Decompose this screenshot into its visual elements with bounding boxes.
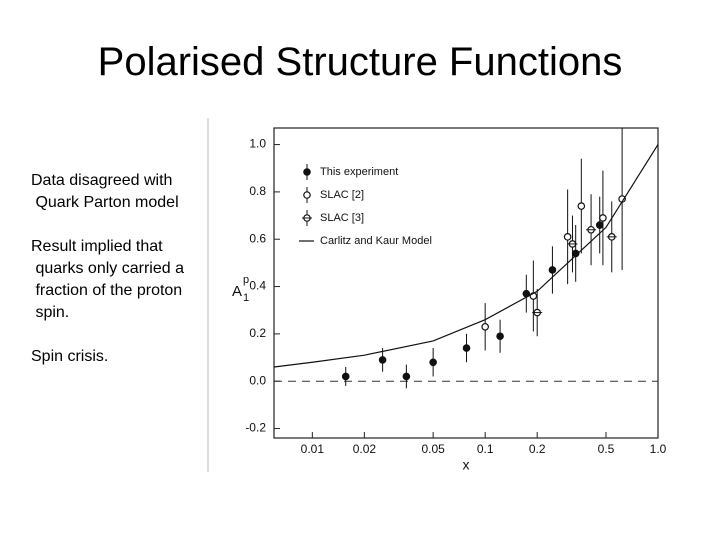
marker <box>496 332 504 341</box>
paragraph: Data disagreed with Quark Parton model <box>31 170 184 214</box>
legend-label: Carlitz and Kaur Model <box>320 235 432 247</box>
marker <box>378 356 387 364</box>
y-tick-label: 0.6 <box>249 231 266 245</box>
y-axis-label-sub: 1 <box>243 292 249 304</box>
text-line: fraction of the proton <box>31 282 183 299</box>
marker-part <box>548 266 557 274</box>
marker <box>548 266 557 274</box>
legend-label: SLAC [3] <box>320 212 364 224</box>
model-line <box>273 144 659 368</box>
marker-part <box>577 202 586 210</box>
paragraph: Result implied that quarks only carried … <box>31 236 184 324</box>
y-tick-label: 0.8 <box>249 184 266 198</box>
x-tick-label: 0.5 <box>598 442 615 456</box>
x-axis-label: x <box>463 457 470 473</box>
marker <box>577 202 586 210</box>
y-axis-label: A <box>232 283 242 300</box>
marker-part <box>303 191 311 199</box>
marker <box>599 214 607 222</box>
text-line: Data disagreed with <box>31 172 173 189</box>
marker-part <box>599 214 607 222</box>
marker <box>481 322 489 331</box>
text-line: quarks only carried a <box>31 260 184 277</box>
marker-part <box>481 322 489 331</box>
marker <box>563 233 572 241</box>
marker-part <box>595 221 604 229</box>
x-tick-label: 0.05 <box>421 442 445 456</box>
marker <box>595 221 604 229</box>
text-line: Spin crisis. <box>31 348 109 365</box>
x-tick-label: 0.02 <box>353 442 377 456</box>
marker <box>402 372 411 381</box>
legend-label: This experiment <box>320 166 398 178</box>
slide-text: Data disagreed with Quark Parton model Re… <box>31 170 184 390</box>
y-axis-label-sup: p <box>243 274 249 286</box>
x-tick-label: 0.1 <box>477 442 494 456</box>
text-line: Quark Parton model <box>31 194 179 211</box>
marker-part <box>341 372 350 381</box>
y-tick-label: 0.4 <box>249 279 266 293</box>
marker <box>567 240 578 248</box>
plot-frame <box>273 127 659 439</box>
marker <box>532 308 543 317</box>
marker-part <box>303 168 311 176</box>
legend-label: SLAC [2] <box>320 189 364 201</box>
x-tick-label: 1.0 <box>650 442 667 456</box>
marker <box>429 358 437 367</box>
paragraph: Spin crisis. <box>31 346 184 368</box>
marker <box>606 233 617 241</box>
marker-part <box>429 358 437 367</box>
marker-part <box>496 332 504 341</box>
marker <box>462 344 471 352</box>
marker-part <box>378 356 387 364</box>
text-line: spin. <box>31 304 70 321</box>
y-tick-label: 0.2 <box>249 326 266 340</box>
marker <box>303 191 311 199</box>
marker-part <box>402 372 411 381</box>
y-tick-label: 0.0 <box>249 373 266 387</box>
marker <box>303 168 311 176</box>
marker-part <box>563 233 572 241</box>
y-tick-label: -0.2 <box>245 421 266 435</box>
marker <box>586 225 597 234</box>
slide-title: Polarised Structure Functions <box>97 40 623 84</box>
x-tick-label: 0.2 <box>529 442 546 456</box>
marker <box>302 214 312 222</box>
x-tick-label: 0.01 <box>301 442 325 456</box>
text-line: Result implied that <box>31 238 163 255</box>
marker-part <box>462 344 471 352</box>
y-tick-label: 1.0 <box>249 137 266 151</box>
marker <box>341 372 350 381</box>
